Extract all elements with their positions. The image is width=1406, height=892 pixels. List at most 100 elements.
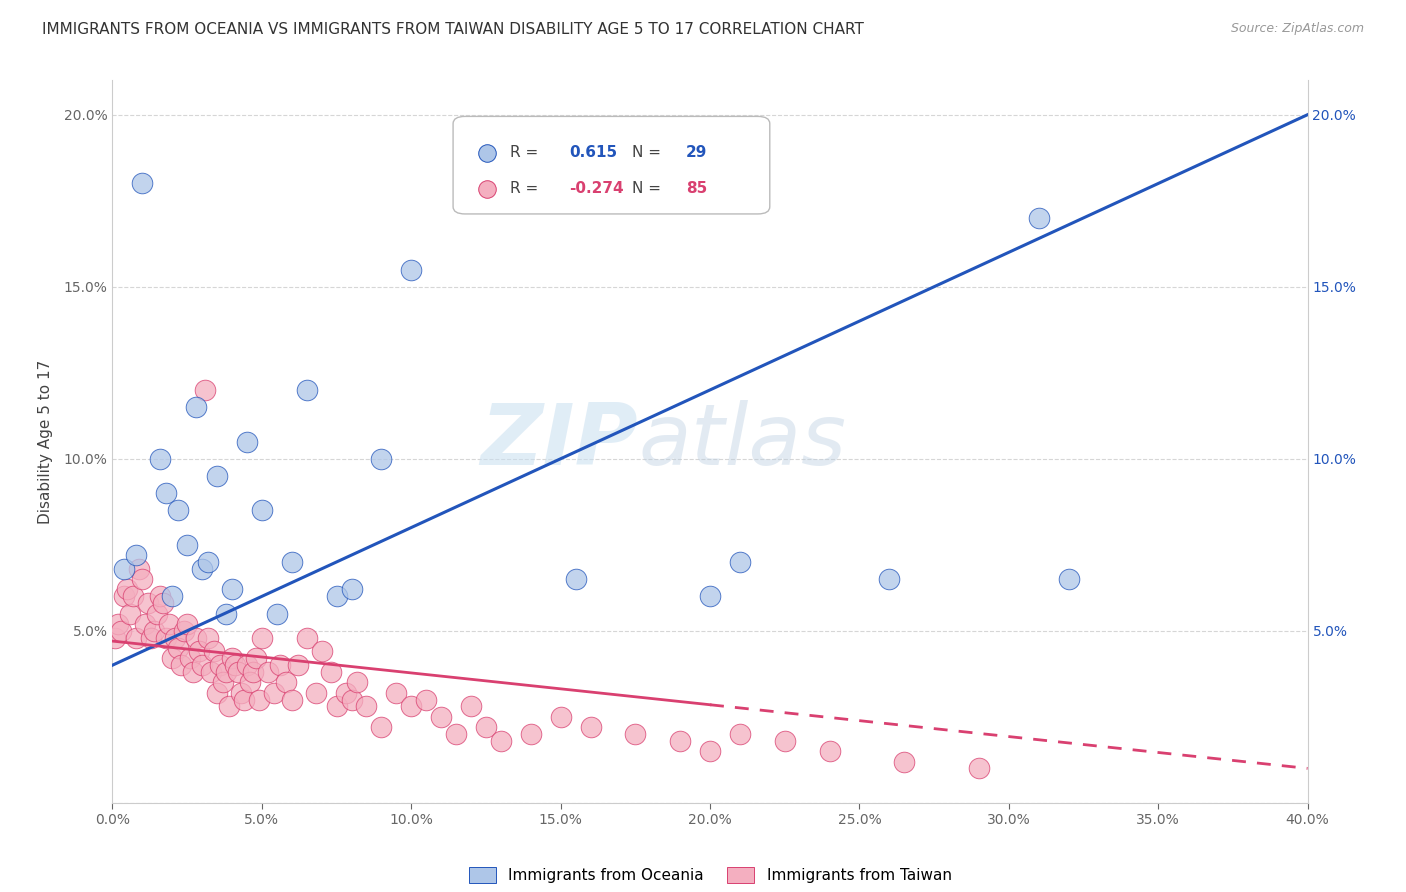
Point [257,665,280,679]
Point [269,658,291,673]
Point [305,686,328,700]
Point [114,562,135,576]
Point [229,686,252,700]
Point [319,665,342,679]
Point [263,686,285,700]
Point [165,631,187,645]
Text: Source: ZipAtlas.com: Source: ZipAtlas.com [1230,22,1364,36]
Point [125,548,148,562]
Y-axis label: Disability Age 5 to 17: Disability Age 5 to 17 [38,359,52,524]
Point [167,640,190,655]
Text: 29: 29 [686,145,707,160]
Point [218,699,240,714]
Point [141,631,163,645]
Text: -0.274: -0.274 [569,181,624,196]
Point [221,582,243,597]
Point [624,727,647,741]
Point [325,699,347,714]
Point [295,631,318,645]
Point [143,624,166,638]
Text: atlas: atlas [638,400,846,483]
Point [728,555,751,569]
Point [879,572,901,586]
Point [346,675,368,690]
Point [520,727,543,741]
Point [401,699,423,714]
Point [221,651,243,665]
Point [186,631,208,645]
Point [197,555,219,569]
Point [773,734,796,748]
Point [209,658,232,673]
Point [191,562,214,576]
Point [245,651,267,665]
Point [340,692,363,706]
Point [281,692,304,706]
Point [146,607,169,621]
Point [197,631,219,645]
Point [205,686,228,700]
Point [250,503,273,517]
Point [699,744,721,758]
Text: 85: 85 [686,181,707,196]
Point [236,658,259,673]
Text: ZIP: ZIP [481,400,638,483]
Point [287,658,309,673]
Point [311,644,333,658]
Text: 0.615: 0.615 [569,145,617,160]
Legend: Immigrants from Oceania, Immigrants from Taiwan: Immigrants from Oceania, Immigrants from… [463,861,957,889]
Point [224,658,246,673]
Point [200,665,222,679]
Point [155,631,177,645]
Point [250,631,273,645]
Point [125,631,148,645]
Point [215,607,238,621]
Point [131,177,153,191]
Point [176,538,198,552]
Point [157,616,180,631]
Point [564,572,586,586]
Point [1028,211,1050,225]
Point [155,486,177,500]
Point [489,734,512,748]
Point [274,675,297,690]
Point [1057,572,1080,586]
Point [152,596,174,610]
Point [295,383,318,397]
FancyBboxPatch shape [453,117,770,214]
Point [415,692,437,706]
Point [475,720,498,734]
Point [340,582,363,597]
Point [138,596,160,610]
Point [550,710,572,724]
Text: R =: R = [510,145,544,160]
Point [173,624,195,638]
Point [181,665,204,679]
Point [107,616,129,631]
Point [370,451,392,466]
Point [114,590,135,604]
Point [335,686,357,700]
Point [430,710,453,724]
Point [579,720,602,734]
Point [242,665,264,679]
Point [194,383,217,397]
Point [356,699,378,714]
Point [226,665,249,679]
Point [202,644,225,658]
Point [176,616,198,631]
Point [699,590,721,604]
Text: R =: R = [510,181,544,196]
Point [128,562,150,576]
Point [162,590,183,604]
Point [120,607,142,621]
Point [167,503,190,517]
Point [370,720,392,734]
Point [149,451,172,466]
Point [444,727,467,741]
Point [460,699,482,714]
Point [122,590,145,604]
Point [131,572,153,586]
Point [186,400,208,414]
Text: N =: N = [633,145,666,160]
